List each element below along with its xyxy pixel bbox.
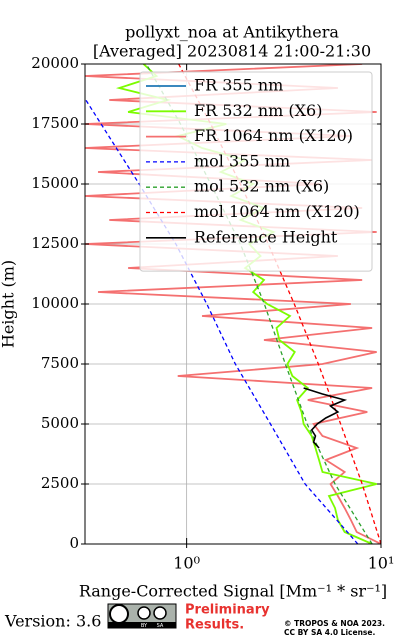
- legend-label: FR 355 nm: [194, 76, 283, 95]
- y-tick-label: 7500: [41, 354, 79, 372]
- x-axis-label: Range-Corrected Signal [Mm⁻¹ * sr⁻¹]: [79, 582, 387, 601]
- badge-by: BY: [141, 623, 148, 629]
- y-axis-label: Height (m): [0, 260, 18, 348]
- y-tick-label: 5000: [41, 414, 79, 432]
- y-tick-label: 12500: [31, 234, 79, 252]
- version: Version: 3.6: [4, 612, 101, 631]
- legend-label: mol 1064 nm (X120): [194, 202, 360, 221]
- profile-line: [85, 99, 359, 544]
- y-tick-label: 20000: [31, 54, 79, 72]
- chart-subtitle: [Averaged] 20230814 21:00-21:30: [93, 42, 371, 61]
- legend: FR 355 nm FR 532 nm (X6) FR 1064 nm (X120)…: [139, 71, 373, 272]
- legend-box: [139, 71, 373, 272]
- copyright: CC BY SA 4.0 License.: [284, 628, 375, 637]
- profile-line: [178, 64, 381, 544]
- y-tick-label: 0: [69, 534, 79, 552]
- y-tick-label: 15000: [31, 174, 79, 192]
- profile-line: [303, 387, 348, 449]
- y-tick-label: 2500: [41, 474, 79, 492]
- legend-label: FR 532 nm (X6): [194, 101, 322, 120]
- notice: Results.: [185, 618, 244, 633]
- x-tick-label: 10⁰: [173, 554, 200, 573]
- badge-sa: SA: [157, 623, 164, 629]
- legend-label: mol 532 nm (X6): [194, 177, 329, 196]
- profile-line: [145, 64, 373, 544]
- ticks: 0 2500 5000 7500 10000 12500 15000 17500 20000 10…: [31, 54, 394, 573]
- y-tick-label: 10000: [31, 294, 79, 312]
- legend-label: Reference Height: [194, 227, 338, 246]
- cc-badge: BY SA: [107, 603, 177, 629]
- y-tick-label: 17500: [31, 114, 79, 132]
- copyright: © TROPOS & NOA 2023.: [284, 619, 385, 628]
- notice: Preliminary: [185, 603, 270, 618]
- legend-label: FR 1064 nm (X120): [194, 126, 353, 145]
- chart-title: pollyxt_noa at Antikythera: [125, 23, 339, 42]
- x-tick-label: 10¹: [368, 554, 395, 573]
- legend-label: mol 355 nm: [194, 151, 290, 170]
